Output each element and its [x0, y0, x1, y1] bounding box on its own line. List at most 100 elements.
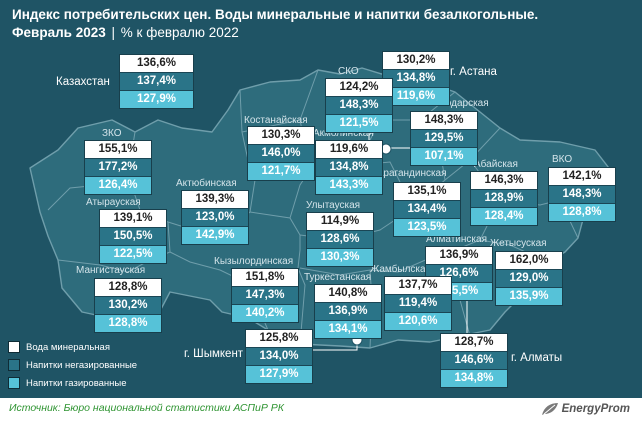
value-mineral-water: 137,7% — [385, 277, 451, 295]
value-mineral-water: 151,8% — [232, 269, 298, 287]
label-turkestan: Туркестанская — [304, 272, 372, 283]
value-mineral-water: 162,0% — [496, 252, 562, 270]
value-sparkling-drinks: 119,6% — [383, 88, 449, 105]
value-still-drinks: 129,0% — [496, 270, 562, 288]
value-still-drinks: 147,3% — [232, 287, 298, 305]
value-box-kyzylorda: 151,8% 147,3% 140,2% — [231, 268, 299, 323]
value-sparkling-drinks: 120,6% — [385, 313, 451, 330]
value-box-shymkent: 125,8% 134,0% 127,9% — [245, 329, 313, 384]
value-box-abay: 146,3% 128,9% 128,4% — [470, 171, 538, 226]
value-mineral-water: 136,9% — [426, 247, 492, 265]
value-still-drinks: 134,8% — [383, 70, 449, 88]
value-sparkling-drinks: 140,2% — [232, 305, 298, 322]
value-mineral-water: 155,1% — [85, 141, 151, 159]
value-still-drinks: 123,0% — [182, 209, 248, 227]
label-almaty-city: г. Алматы — [511, 352, 563, 364]
value-sparkling-drinks: 142,9% — [182, 227, 248, 244]
legend-swatch-dark-teal — [8, 359, 20, 371]
value-sparkling-drinks: 122,5% — [100, 246, 166, 263]
value-mineral-water: 139,1% — [100, 210, 166, 228]
value-still-drinks: 119,4% — [385, 295, 451, 313]
label-abay: Абайская — [474, 159, 518, 170]
label-almaty-region: Алматинская — [426, 234, 487, 245]
value-box-akmola: 119,6% 134,8% 143,3% — [315, 140, 383, 195]
legend-item-mineral-water: Вода минеральная — [8, 340, 110, 354]
label-kazakhstan: Казахстан — [56, 76, 110, 88]
legend-item-still-drinks: Напитки негазированные — [8, 358, 137, 372]
value-sparkling-drinks: 128,4% — [471, 208, 537, 225]
value-still-drinks: 150,5% — [100, 228, 166, 246]
subtitle-basis: % к февралю 2022 — [120, 25, 239, 40]
value-mineral-water: 148,3% — [411, 112, 477, 130]
value-still-drinks: 128,9% — [471, 190, 537, 208]
value-still-drinks: 137,4% — [120, 73, 193, 91]
label-kostanay: Костанайская — [244, 115, 308, 126]
label-akmola: Акмолинская — [313, 128, 374, 139]
value-still-drinks: 134,4% — [394, 201, 460, 219]
value-mineral-water: 136,6% — [120, 55, 193, 73]
value-still-drinks: 148,3% — [549, 186, 615, 204]
value-sparkling-drinks: 134,8% — [441, 370, 507, 387]
value-still-drinks: 134,0% — [246, 348, 312, 366]
value-box-almaty-city: 128,7% 146,6% 134,8% — [440, 333, 508, 388]
label-kyzylorda: Кызылординская — [214, 256, 294, 267]
value-box-sko: 124,2% 148,3% 121,5% — [325, 78, 393, 133]
value-box-zhambyl: 137,7% 119,4% 120,6% — [384, 276, 452, 331]
label-karaganda: Карагандинская — [372, 168, 447, 179]
label-zko: ЗКО — [102, 128, 122, 139]
value-box-karaganda: 135,1% 134,4% 123,5% — [393, 182, 461, 237]
legend-label: Напитки газированные — [26, 377, 127, 389]
value-sparkling-drinks: 121,5% — [326, 115, 392, 132]
subtitle-separator: | — [111, 25, 116, 40]
value-sparkling-drinks: 134,1% — [315, 321, 381, 338]
value-mineral-water: 114,9% — [307, 213, 373, 231]
legend-label: Вода минеральная — [26, 341, 110, 353]
value-still-drinks: 146,6% — [441, 352, 507, 370]
subtitle-period: Февраль 2023 — [12, 25, 106, 40]
legend-swatch-white — [8, 341, 20, 353]
value-sparkling-drinks: 127,9% — [120, 91, 193, 108]
value-sparkling-drinks: 126,4% — [85, 177, 151, 194]
value-box-vko: 142,1% 148,3% 128,8% — [548, 167, 616, 222]
value-box-zhetysu: 162,0% 129,0% 135,9% — [495, 251, 563, 306]
value-sparkling-drinks: 128,8% — [95, 315, 161, 332]
value-mineral-water: 128,7% — [441, 334, 507, 352]
value-still-drinks: 130,2% — [95, 297, 161, 315]
value-box-pavlodar: 148,3% 129,5% 107,1% — [410, 111, 478, 166]
label-sko: СКО — [338, 66, 359, 77]
infographic-subtitle: Февраль 2023 | % к февралю 2022 — [12, 24, 239, 41]
infographic-title: Индекс потребительских цен. Воды минерал… — [12, 7, 539, 22]
value-mineral-water: 142,1% — [549, 168, 615, 186]
value-mineral-water: 140,8% — [315, 285, 381, 303]
value-box-kostanay: 130,3% 146,0% 121,7% — [247, 126, 315, 181]
value-still-drinks: 134,8% — [316, 159, 382, 177]
value-mineral-water: 124,2% — [326, 79, 392, 97]
value-box-atyrau: 139,1% 150,5% 122,5% — [99, 209, 167, 264]
value-still-drinks: 136,9% — [315, 303, 381, 321]
value-box-turkestan: 140,8% 136,9% 134,1% — [314, 284, 382, 339]
value-sparkling-drinks: 128,8% — [549, 204, 615, 221]
value-box-mangystau: 128,8% 130,2% 128,8% — [94, 278, 162, 333]
value-mineral-water: 130,2% — [383, 52, 449, 70]
value-mineral-water: 125,8% — [246, 330, 312, 348]
value-mineral-water: 128,8% — [95, 279, 161, 297]
label-aktobe: Актюбинская — [176, 178, 237, 189]
footer-bar: Источник: Бюро национальной статистики А… — [0, 398, 642, 422]
value-sparkling-drinks: 130,3% — [307, 249, 373, 266]
label-ulytau: Улытауская — [306, 200, 361, 211]
label-mangystau: Мангистауская — [76, 265, 146, 276]
value-still-drinks: 148,3% — [326, 97, 392, 115]
value-sparkling-drinks: 123,5% — [394, 219, 460, 236]
value-sparkling-drinks: 107,1% — [411, 148, 477, 165]
value-box-aktobe: 139,3% 123,0% 142,9% — [181, 190, 249, 245]
value-still-drinks: 146,0% — [248, 145, 314, 163]
legend-swatch-light-teal — [8, 377, 20, 389]
value-sparkling-drinks: 127,9% — [246, 366, 312, 383]
legend-label: Напитки негазированные — [26, 359, 138, 371]
value-mineral-water: 146,3% — [471, 172, 537, 190]
legend-item-sparkling-drinks: Напитки газированные — [8, 376, 127, 390]
value-mineral-water: 119,6% — [316, 141, 382, 159]
value-box-astana: 130,2% 134,8% 119,6% — [382, 51, 450, 106]
label-vko: ВКО — [552, 154, 573, 165]
